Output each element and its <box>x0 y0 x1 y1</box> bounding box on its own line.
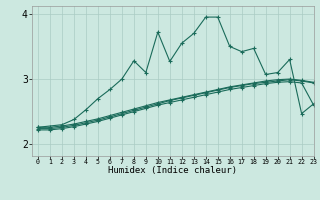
X-axis label: Humidex (Indice chaleur): Humidex (Indice chaleur) <box>108 166 237 175</box>
